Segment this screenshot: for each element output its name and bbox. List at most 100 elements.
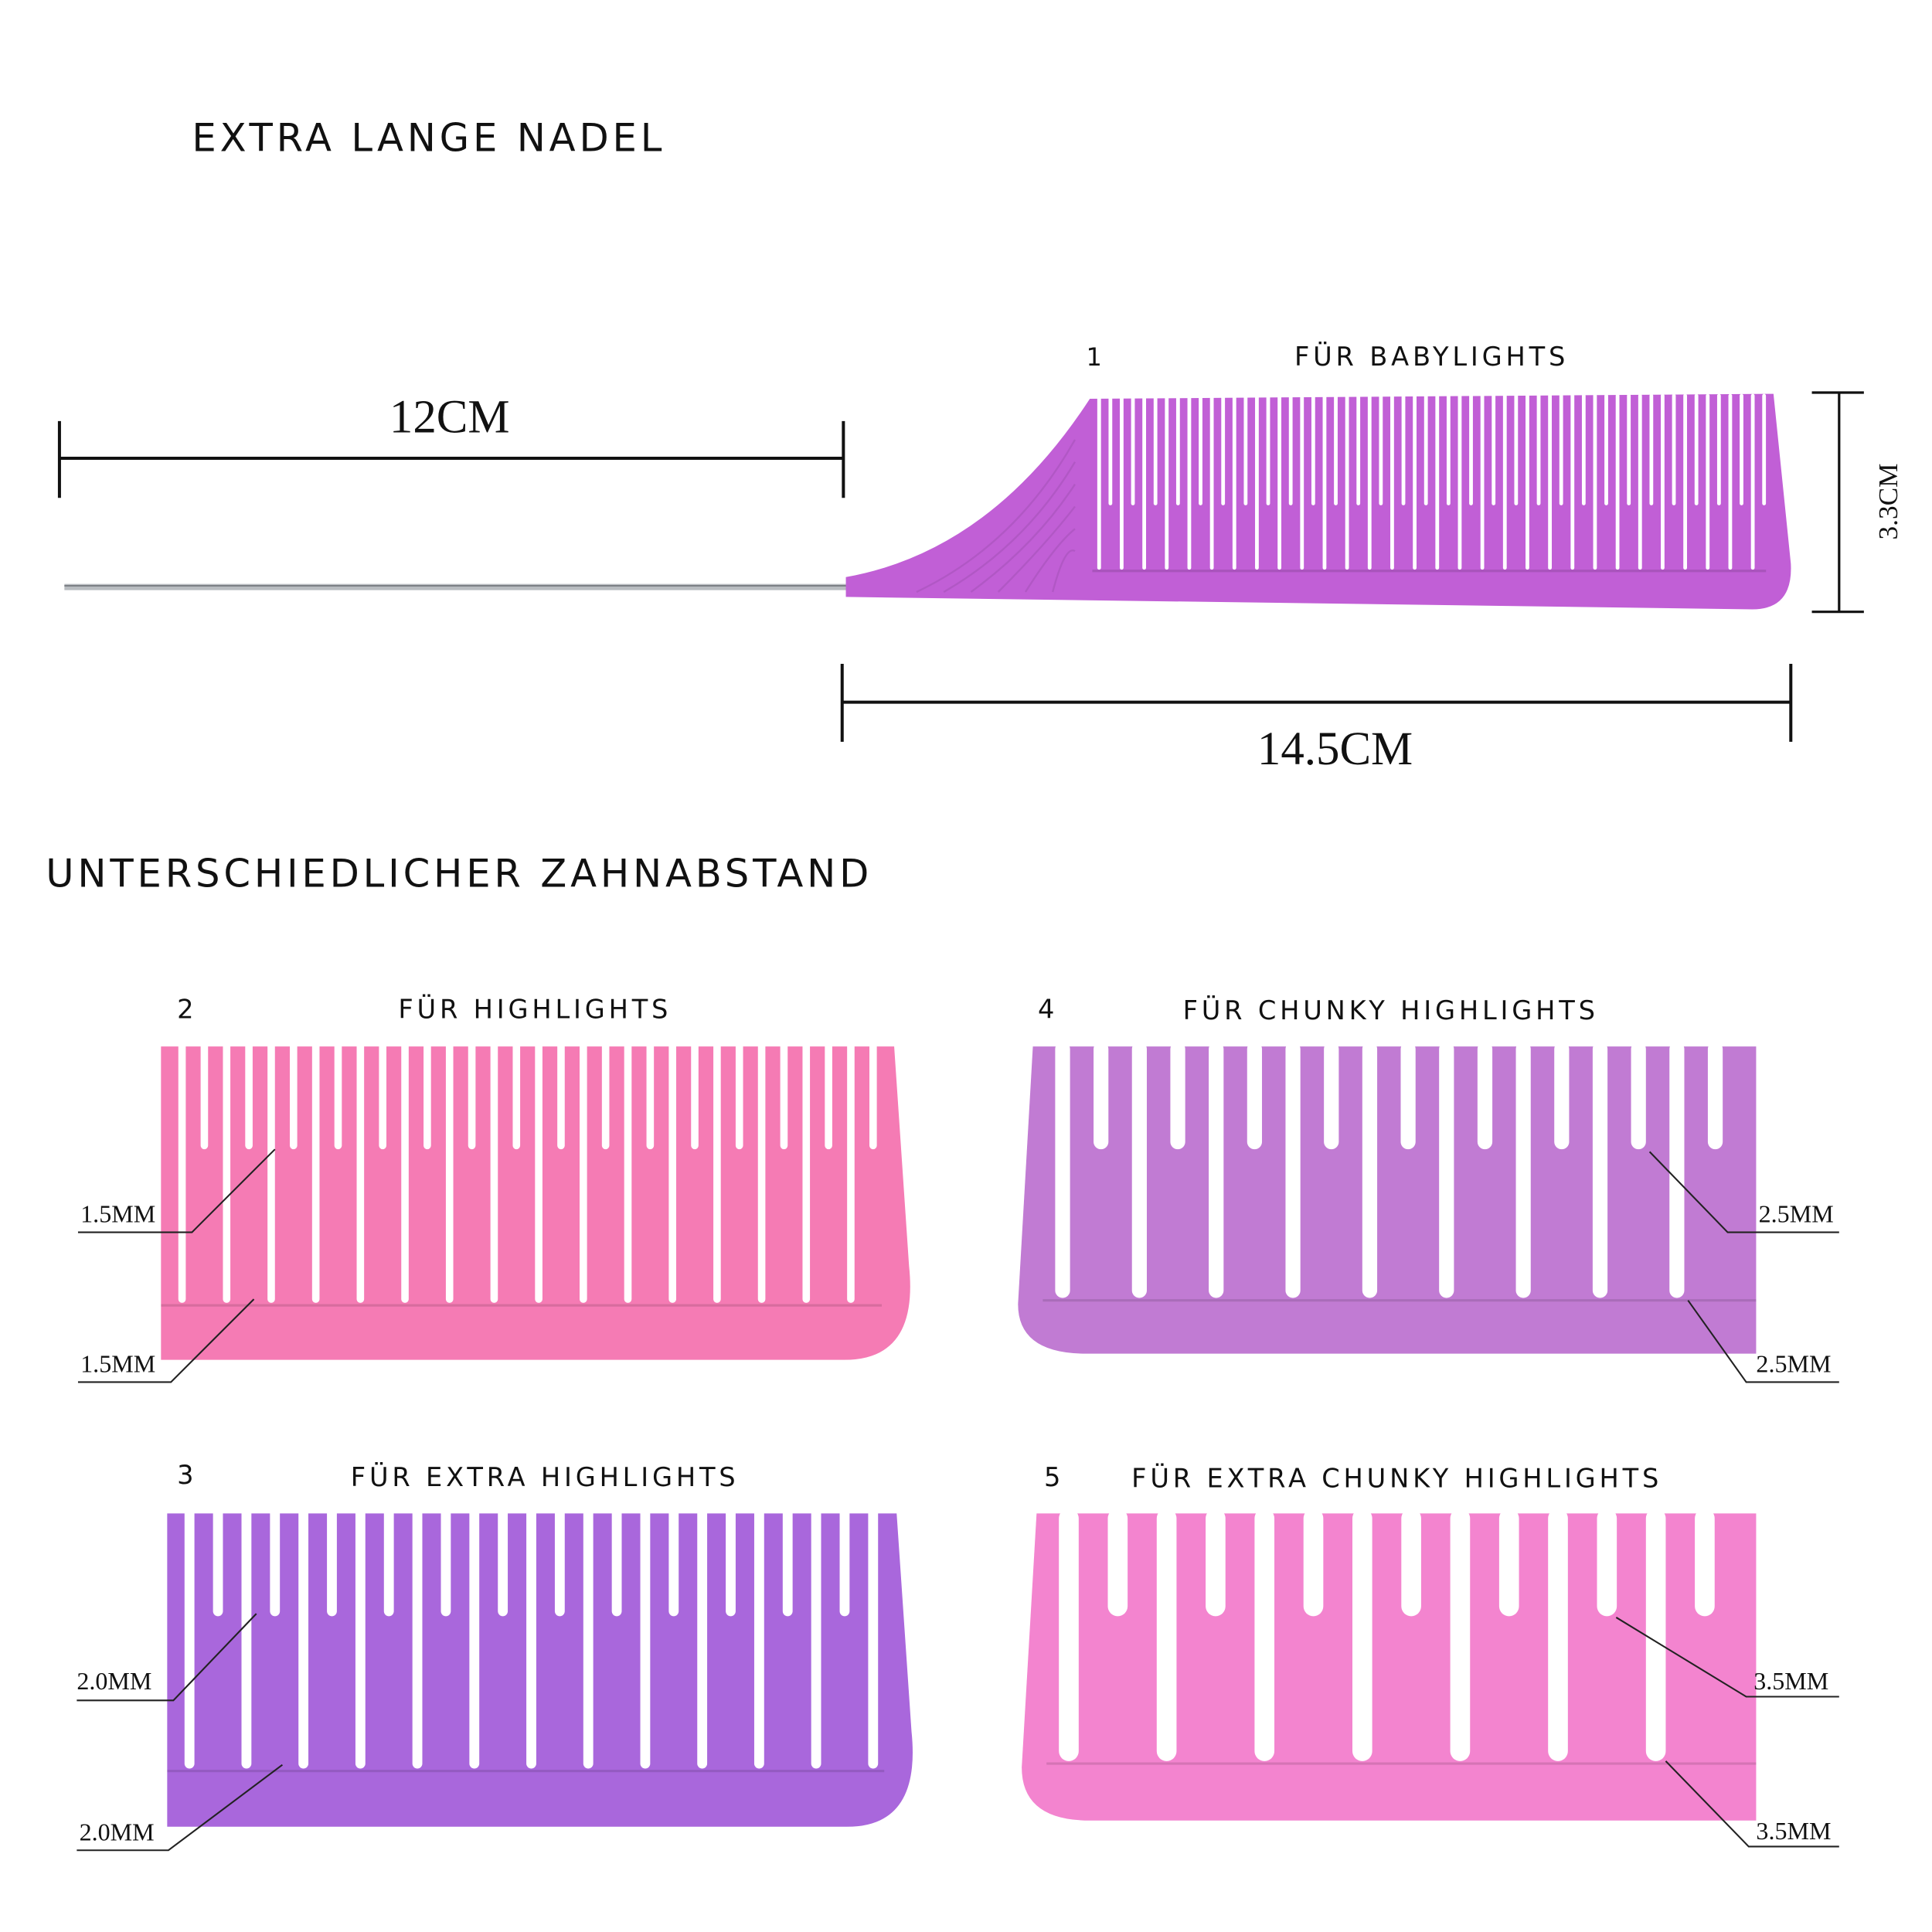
grip-ridge: [1024, 528, 1076, 593]
tooth-gap-long: [1362, 1041, 1378, 1298]
comb-2-number: 2: [177, 994, 197, 1024]
tooth-gap: [1209, 393, 1214, 570]
tooth-gap-long: [355, 1508, 366, 1769]
tooth-gap-short: [691, 1041, 699, 1150]
tooth-gap-short: [423, 1041, 431, 1150]
comb-length-dimension: [840, 663, 1793, 742]
tooth-gap-short: [1498, 1508, 1519, 1617]
tooth-gap: [1480, 393, 1485, 570]
tooth-gap-long: [178, 1041, 186, 1303]
tooth-gap-long: [412, 1508, 423, 1769]
tooth-gap: [1266, 393, 1270, 505]
tooth-gap-short: [839, 1508, 850, 1617]
tooth-gap-short: [554, 1508, 565, 1617]
tooth-gap-short: [290, 1041, 298, 1150]
tooth-gap-short: [270, 1508, 281, 1617]
comb-4-label: FÜR CHUNKY HIGHLIGHTS: [1183, 995, 1599, 1026]
tooth-gap-long: [1669, 1041, 1685, 1298]
tooth-gap: [1559, 393, 1563, 505]
tooth-gap: [1716, 393, 1721, 505]
tooth-gap: [1322, 393, 1327, 570]
tooth-gap: [1548, 393, 1553, 570]
tooth-gap-short: [1303, 1508, 1324, 1617]
tooth-gap-short: [440, 1508, 451, 1617]
tooth-gap: [1728, 393, 1733, 570]
comb-5-number: 5: [1044, 1462, 1064, 1492]
tooth-gap-long: [847, 1041, 855, 1303]
grip-ridge: [970, 483, 1077, 593]
tooth-gap-short: [825, 1041, 832, 1150]
tooth-gap-long: [668, 1041, 676, 1303]
tooth-gap-short: [1324, 1041, 1339, 1150]
tooth-gap: [1165, 393, 1169, 570]
tooth-gap: [1492, 393, 1496, 505]
tooth-gap: [1300, 393, 1304, 570]
tooth-gap-long: [241, 1508, 252, 1769]
tooth-gap-long: [802, 1041, 811, 1303]
tooth-gap: [1502, 393, 1507, 570]
tooth-gap: [1232, 393, 1236, 570]
comb-3: [167, 1508, 913, 1827]
tooth-gap: [1243, 393, 1248, 505]
tooth-gap-short: [646, 1041, 655, 1150]
comb-height-dimension: [1811, 391, 1864, 614]
comb-4-number: 4: [1038, 994, 1058, 1024]
comb-3-spacing-top: 2.0MM: [77, 1667, 151, 1695]
tooth-gap-short: [213, 1508, 223, 1617]
tooth-gap-short: [611, 1508, 622, 1617]
tooth-gap-long: [356, 1041, 365, 1303]
tooth-gap-long: [1156, 1508, 1177, 1761]
tooth-gap: [1661, 393, 1665, 570]
tooth-gap-long: [1285, 1041, 1301, 1298]
comb-1-number: 1: [1086, 342, 1105, 372]
tooth-gap-long: [1254, 1508, 1275, 1761]
tooth-gap: [1514, 393, 1519, 505]
tooth-gap: [1435, 393, 1440, 570]
grip-ridge: [1052, 549, 1076, 593]
heading-spacing: UNTERSCHIEDLICHER ZAHNABSTAND: [46, 851, 872, 896]
tooth-gap-short: [498, 1508, 509, 1617]
comb-3-label: FÜR EXTRA HIGHLIGHTS: [351, 1461, 740, 1492]
tooth-gap-long: [535, 1041, 543, 1303]
tooth-gap-short: [1707, 1041, 1723, 1150]
tooth-gap-short: [512, 1041, 521, 1150]
needle-length-dimension: [57, 420, 845, 498]
comb-1-label: FÜR BABYLIGHTS: [1294, 341, 1569, 372]
tooth-gap: [1706, 393, 1710, 570]
tooth-gap: [1750, 393, 1755, 570]
tooth-gap-long: [1059, 1508, 1079, 1761]
tooth-gap: [1423, 393, 1428, 505]
comb-5-label: FÜR EXTRA CHUNKY HIGHLIGHTS: [1131, 1463, 1662, 1494]
tooth-gap-long: [1548, 1508, 1568, 1761]
tooth-gap-long: [713, 1041, 721, 1303]
tooth-gap: [1446, 393, 1451, 505]
tooth-gap-short: [1631, 1041, 1646, 1150]
tooth-gap-short: [1401, 1508, 1421, 1617]
tooth-gap-short: [383, 1508, 394, 1617]
tooth-gap: [1581, 393, 1586, 505]
comb-length-label: 14.5CM: [1257, 723, 1413, 775]
tooth-gap-long: [753, 1508, 764, 1769]
tooth-gap-short: [735, 1041, 743, 1150]
tooth-gap-short: [200, 1041, 209, 1150]
tooth-gap-long: [1131, 1041, 1147, 1298]
tooth-gap: [1379, 393, 1383, 505]
tooth-gap: [1097, 393, 1101, 570]
tooth-gap-short: [1107, 1508, 1128, 1617]
tooth-gap: [1367, 393, 1372, 570]
tooth-gap: [1649, 393, 1654, 505]
tooth-gap-short: [668, 1508, 679, 1617]
tooth-gap: [1175, 393, 1180, 505]
tooth-gap-long: [469, 1508, 480, 1769]
tooth-gap: [1356, 393, 1361, 505]
tooth-gap-long: [640, 1508, 651, 1769]
tooth-gap: [1120, 393, 1124, 570]
tooth-gap-long: [298, 1508, 309, 1769]
tooth-gap-long: [697, 1508, 708, 1769]
tooth-gap-short: [1094, 1041, 1109, 1150]
comb-4: [1018, 1041, 1757, 1354]
tooth-gap: [1469, 393, 1473, 505]
tooth-gap: [1401, 393, 1406, 505]
tooth-gap: [1762, 393, 1767, 505]
tooth-gap-long: [1352, 1508, 1372, 1761]
